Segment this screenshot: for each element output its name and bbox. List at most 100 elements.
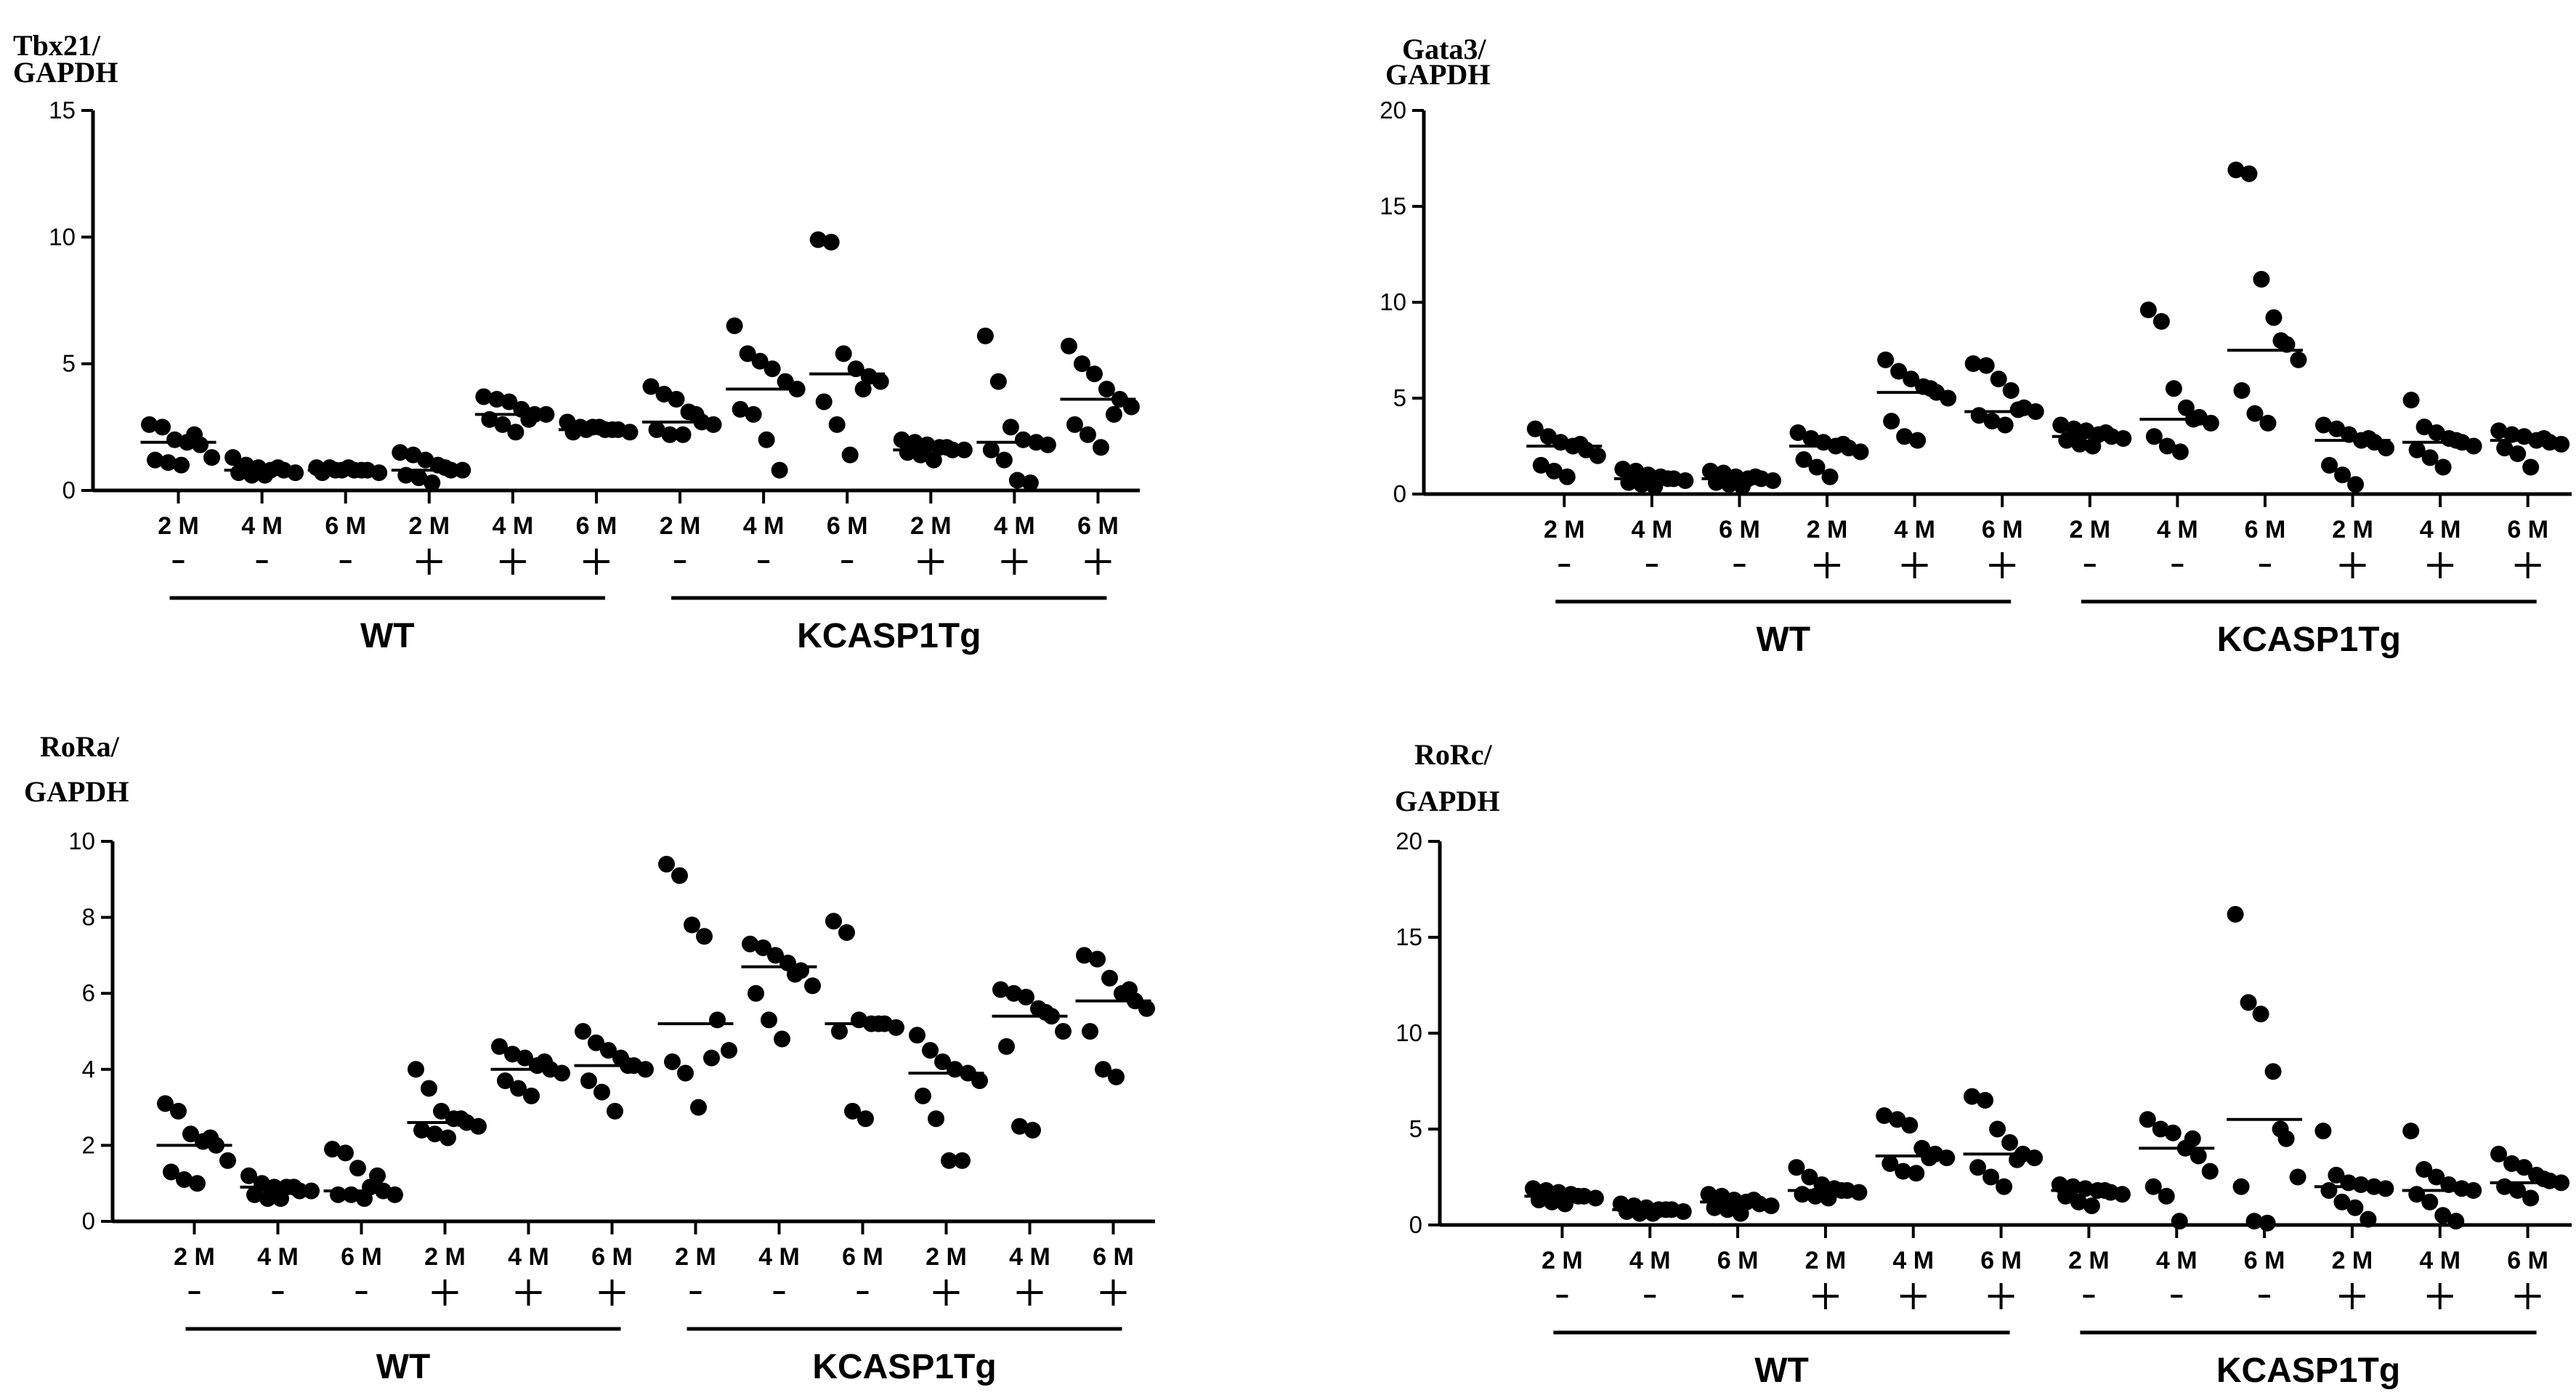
data-point bbox=[2522, 458, 2540, 476]
data-point bbox=[2113, 1186, 2131, 1203]
data-point bbox=[998, 1038, 1015, 1055]
data-point bbox=[1659, 470, 1677, 488]
data-point bbox=[564, 424, 582, 441]
data-point bbox=[607, 1102, 623, 1120]
data-point bbox=[356, 1190, 373, 1208]
data-point bbox=[1037, 1003, 1054, 1021]
data-point bbox=[554, 1064, 570, 1082]
data-point bbox=[154, 418, 171, 436]
data-point bbox=[2097, 424, 2115, 442]
data-point bbox=[327, 461, 344, 479]
x-tick-label: 2 M bbox=[408, 512, 450, 540]
data-point bbox=[696, 928, 713, 945]
data-point bbox=[1098, 381, 1115, 398]
data-point bbox=[349, 1160, 366, 1177]
data-point bbox=[767, 947, 784, 964]
data-point bbox=[2408, 1186, 2426, 1203]
x-tick-label: 2 M bbox=[675, 1243, 716, 1271]
x-tick-label: 6 M bbox=[827, 512, 868, 540]
data-point bbox=[2083, 1197, 2100, 1215]
x-tick-label: 6 M bbox=[1982, 516, 2023, 543]
data-point bbox=[1964, 355, 1982, 372]
y-tick-label: 10 bbox=[49, 223, 76, 250]
data-point bbox=[1674, 1203, 1692, 1221]
chart-rora: RoRa/GAPDH 0 2 4 6 8 10 2 M 4 M 6 M 2 M 4 M 6 M 2 M 4 … bbox=[24, 730, 1155, 1386]
data-point bbox=[481, 411, 498, 428]
data-point bbox=[992, 981, 1009, 998]
data-point bbox=[2509, 445, 2527, 463]
data-point bbox=[2252, 1006, 2269, 1023]
data-point bbox=[947, 1061, 963, 1078]
data-point bbox=[219, 1152, 236, 1169]
data-point bbox=[454, 461, 471, 479]
data-point bbox=[1060, 337, 1077, 355]
y-tick-label: 0 bbox=[82, 1208, 95, 1234]
data-point bbox=[2009, 401, 2027, 418]
data-point bbox=[1820, 1189, 1837, 1207]
data-point bbox=[2145, 428, 2163, 445]
data-point bbox=[2164, 1124, 2182, 1141]
data-point bbox=[2002, 381, 2020, 399]
data-point bbox=[2232, 1178, 2250, 1195]
data-point bbox=[517, 1049, 533, 1067]
data-point bbox=[2259, 1214, 2276, 1232]
data-point bbox=[1014, 431, 1032, 448]
data-point bbox=[2259, 414, 2277, 432]
data-point bbox=[1082, 1023, 1098, 1040]
data-point bbox=[523, 1087, 540, 1104]
x-tick-label: 4 M bbox=[2419, 1247, 2460, 1274]
data-point bbox=[413, 1121, 430, 1139]
data-point bbox=[2009, 1151, 2026, 1168]
data-point bbox=[240, 1167, 257, 1184]
data-point bbox=[2171, 443, 2189, 461]
data-point bbox=[230, 464, 248, 482]
data-point bbox=[2139, 1111, 2156, 1128]
data-point bbox=[2415, 1160, 2433, 1178]
data-point bbox=[2289, 1168, 2306, 1186]
data-point bbox=[1964, 1088, 1981, 1105]
data-point bbox=[1996, 1178, 2013, 1195]
x-tick-label: 4 M bbox=[1629, 1247, 1671, 1274]
data-point bbox=[2158, 1187, 2175, 1205]
x-tick-label: 6 M bbox=[1717, 1247, 1759, 1274]
data-point bbox=[1977, 1091, 1994, 1109]
data-point bbox=[828, 416, 846, 433]
data-point bbox=[809, 231, 827, 248]
data-point bbox=[1089, 950, 1106, 968]
x-tick-label: 2 M bbox=[2332, 516, 2373, 543]
data-point bbox=[925, 451, 942, 469]
data-point bbox=[739, 345, 756, 363]
data-point bbox=[520, 411, 538, 428]
y-axis-label: GAPDH bbox=[1385, 58, 1490, 91]
data-point bbox=[176, 1170, 193, 1188]
data-point bbox=[453, 1110, 469, 1128]
data-point bbox=[2333, 1193, 2351, 1210]
y-tick-label: 0 bbox=[1409, 1211, 1422, 1238]
data-point bbox=[872, 373, 889, 390]
data-point bbox=[1801, 1168, 1818, 1186]
y-tick-label: 5 bbox=[1393, 384, 1406, 411]
chart-rorc: RoRc/GAPDH 0 5 10 15 20 2 M 4 M 6 M 2 M 4 M 6 M 2 M 4… bbox=[1395, 738, 2572, 1390]
data-point bbox=[1108, 1068, 1125, 1085]
data-point bbox=[470, 1117, 487, 1135]
data-point bbox=[804, 977, 821, 995]
data-point bbox=[424, 474, 441, 492]
x-tick-label: 6 M bbox=[591, 1243, 633, 1271]
data-point bbox=[742, 935, 758, 953]
y-tick-label: 2 bbox=[82, 1131, 95, 1158]
data-point bbox=[2165, 380, 2182, 397]
x-tick-label: 4 M bbox=[257, 1243, 299, 1271]
data-point bbox=[2522, 1189, 2540, 1207]
data-point bbox=[202, 1129, 219, 1147]
x-tick-label: 2 M bbox=[158, 512, 199, 540]
data-point bbox=[637, 1061, 654, 1078]
y-tick-label: 8 bbox=[82, 904, 95, 931]
data-point bbox=[272, 1190, 289, 1208]
data-point bbox=[538, 405, 555, 423]
group-label: KCASP1Tg bbox=[2217, 620, 2401, 659]
data-point bbox=[2245, 1213, 2263, 1230]
data-point bbox=[815, 393, 833, 411]
data-point bbox=[774, 1030, 790, 1048]
y-tick-label: 10 bbox=[1396, 1019, 1422, 1046]
x-tick-label: 2 M bbox=[1807, 516, 1848, 543]
